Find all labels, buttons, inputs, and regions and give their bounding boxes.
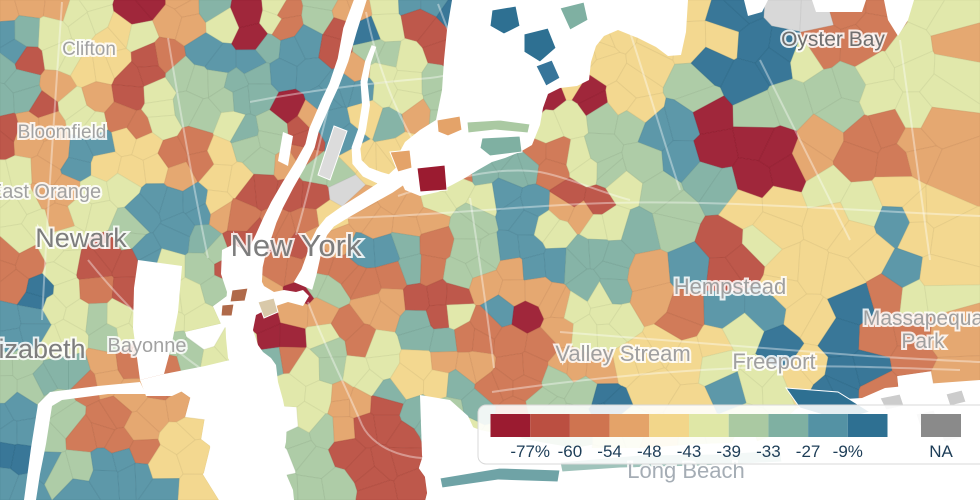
svg-text:NA: NA (929, 442, 953, 461)
svg-text:-27: -27 (796, 442, 821, 461)
svg-text:Newark: Newark (35, 223, 127, 253)
svg-text:Clifton: Clifton (62, 39, 116, 60)
svg-text:-77%: -77% (510, 442, 550, 461)
svg-text:Elizabeth: Elizabeth (0, 334, 86, 364)
svg-text:-9%: -9% (833, 442, 863, 461)
svg-text:Freeport: Freeport (732, 349, 815, 374)
svg-text:-33: -33 (756, 442, 781, 461)
svg-text:East Orange: East Orange (0, 181, 101, 203)
svg-text:-39: -39 (716, 442, 741, 461)
svg-text:-48: -48 (637, 442, 662, 461)
svg-text:Massapequa: Massapequa (863, 307, 980, 330)
svg-text:Bloomfield: Bloomfield (18, 122, 107, 143)
svg-text:-43: -43 (677, 442, 702, 461)
svg-text:Oyster Bay: Oyster Bay (781, 28, 885, 51)
svg-text:-54: -54 (597, 442, 622, 461)
svg-text:Hempstead: Hempstead (674, 274, 787, 299)
svg-text:Park: Park (901, 330, 945, 353)
svg-text:Valley Stream: Valley Stream (555, 341, 690, 366)
svg-text:-60: -60 (558, 442, 583, 461)
svg-text:New York: New York (231, 228, 362, 263)
svg-text:Bayonne: Bayonne (108, 335, 187, 357)
